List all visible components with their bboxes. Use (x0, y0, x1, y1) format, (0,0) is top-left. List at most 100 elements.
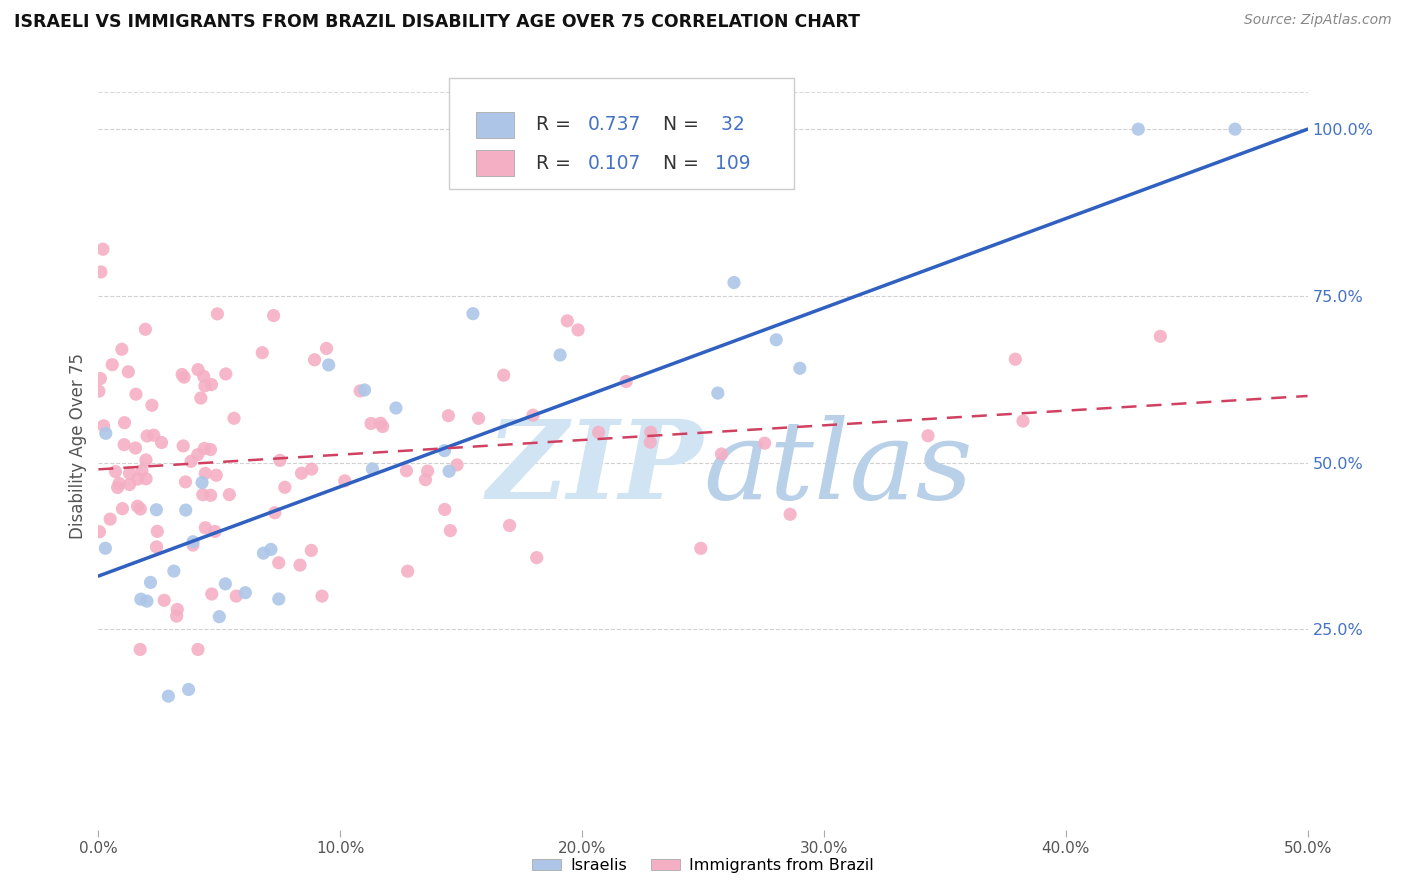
Point (90, 265, 112, 279)
Point (125, 387, 148, 401)
Point (142, 428, 165, 442)
Text: R =: R = (536, 153, 576, 173)
Point (111, 343, 134, 357)
Point (446, 458, 468, 472)
Point (172, 439, 194, 453)
Point (194, 379, 217, 393)
Point (172, 368, 194, 382)
Point (214, 577, 236, 591)
Point (638, 435, 661, 450)
Point (304, 352, 326, 367)
Point (1004, 352, 1026, 367)
Point (765, 333, 787, 347)
Point (461, 307, 484, 321)
Point (260, 542, 283, 557)
Point (333, 474, 356, 488)
Point (233, 585, 256, 599)
Point (181, 534, 204, 549)
Point (174, 503, 197, 517)
Text: ZIP: ZIP (486, 416, 703, 523)
FancyBboxPatch shape (475, 112, 515, 138)
Point (288, 558, 311, 573)
Point (208, 609, 231, 624)
FancyBboxPatch shape (475, 150, 515, 177)
Point (274, 480, 297, 494)
Point (301, 462, 323, 476)
Point (200, 442, 222, 457)
Point (187, 362, 209, 376)
Point (437, 409, 460, 423)
Point (204, 524, 226, 539)
Text: R =: R = (536, 115, 576, 135)
Point (710, 447, 733, 461)
Point (467, 411, 489, 425)
Point (370, 417, 392, 431)
Point (917, 429, 939, 443)
Point (311, 589, 333, 603)
Text: Source: ZipAtlas.com: Source: ZipAtlas.com (1244, 13, 1392, 28)
Point (707, 386, 730, 401)
Point (290, 467, 312, 481)
Point (194, 521, 217, 535)
Point (225, 589, 247, 603)
Point (177, 682, 200, 697)
FancyBboxPatch shape (449, 78, 793, 189)
Point (349, 384, 371, 398)
Point (754, 436, 776, 450)
Point (87, 384, 110, 399)
Point (640, 425, 662, 440)
Text: 32: 32 (716, 115, 745, 135)
Point (723, 276, 745, 290)
Point (135, 594, 157, 608)
Text: 0.107: 0.107 (588, 153, 641, 173)
Point (89, 371, 111, 385)
Point (218, 487, 240, 501)
Point (522, 408, 544, 422)
Point (94, 426, 117, 441)
Point (385, 401, 408, 415)
Point (139, 575, 162, 590)
Point (215, 367, 238, 381)
Point (353, 383, 375, 397)
Point (395, 464, 418, 478)
Point (433, 443, 456, 458)
Point (614, 375, 637, 389)
Point (91, 242, 114, 256)
Point (437, 464, 460, 478)
Point (107, 480, 129, 494)
Point (135, 453, 157, 467)
Point (108, 476, 131, 491)
Point (146, 524, 169, 539)
Point (136, 429, 159, 443)
Point (779, 508, 801, 522)
Point (118, 466, 141, 480)
Point (89, 524, 111, 539)
Point (131, 463, 153, 477)
Point (415, 473, 437, 487)
Point (567, 323, 589, 337)
Point (118, 477, 141, 491)
Point (190, 391, 212, 405)
Point (127, 472, 149, 486)
Point (263, 506, 285, 520)
Point (111, 501, 134, 516)
Point (222, 411, 245, 425)
Point (201, 587, 224, 601)
Point (252, 345, 274, 359)
Point (252, 546, 274, 560)
Point (416, 464, 439, 478)
Point (318, 358, 340, 372)
Point (371, 419, 394, 434)
Point (187, 642, 209, 657)
Point (104, 465, 127, 479)
Text: atlas: atlas (703, 416, 973, 523)
Point (439, 524, 461, 538)
Point (361, 462, 384, 476)
Point (129, 502, 152, 516)
Point (174, 475, 197, 489)
Point (157, 689, 180, 703)
Text: ISRAELI VS IMMIGRANTS FROM BRAZIL DISABILITY AGE OVER 75 CORRELATION CHART: ISRAELI VS IMMIGRANTS FROM BRAZIL DISABI… (14, 13, 860, 31)
Point (194, 467, 217, 481)
Point (263, 309, 285, 323)
Point (141, 398, 163, 412)
